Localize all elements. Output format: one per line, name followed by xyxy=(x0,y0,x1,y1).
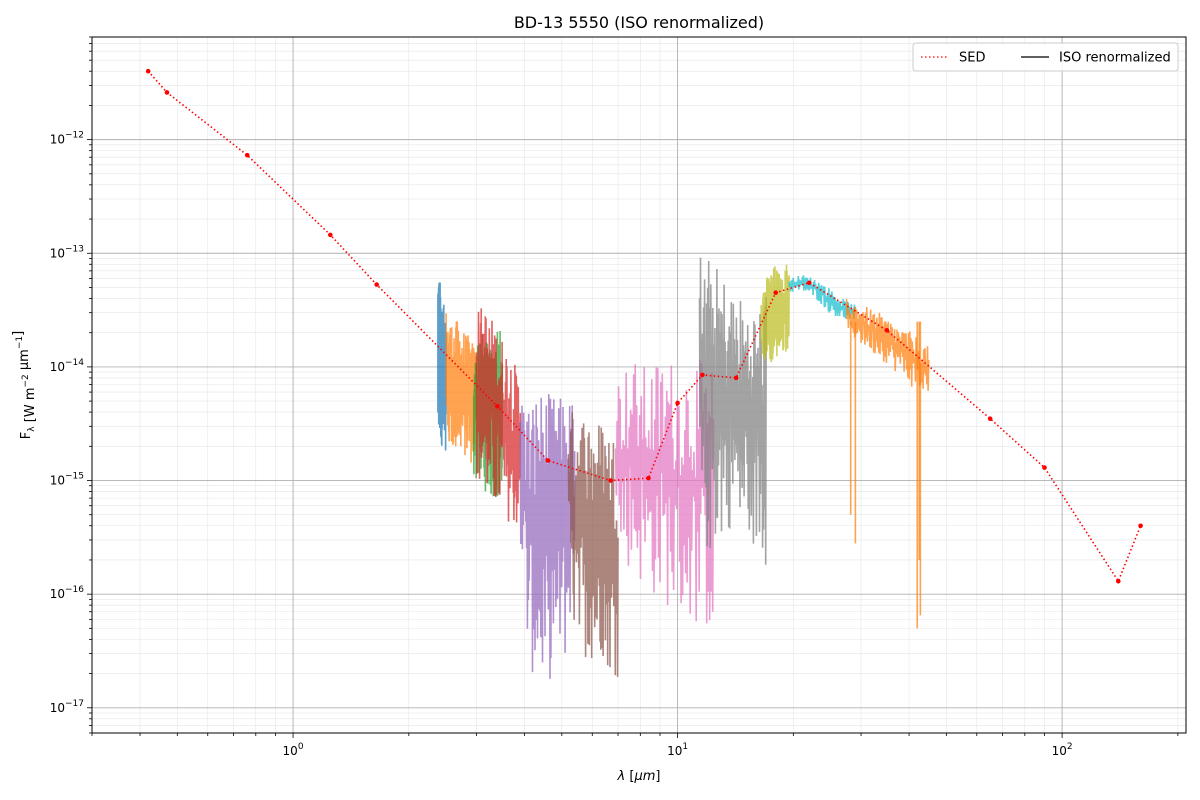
iso-spectrum-segment xyxy=(475,308,522,523)
x-tick-label: 101 xyxy=(667,742,688,758)
sed-point xyxy=(328,232,333,238)
axis-ticks: 100 101 102 10−17 10−16 10−15 10−14 10−13 10−12 xyxy=(50,36,1179,758)
iso-spectrum-segment xyxy=(445,313,478,463)
major-grid xyxy=(92,37,1186,733)
x-tick-label: 102 xyxy=(1052,742,1073,758)
iso-spectrum-segment xyxy=(760,264,790,363)
iso-spectrum-segment xyxy=(437,282,447,451)
sed-point xyxy=(700,372,705,378)
y-tick-label: 10−16 xyxy=(50,585,85,601)
sed-point xyxy=(1042,465,1047,470)
sed-point xyxy=(145,68,151,74)
y-tick-label: 10−15 xyxy=(50,472,84,488)
iso-spectrum-segment xyxy=(788,275,857,319)
sed-point xyxy=(1138,523,1143,529)
sed-point xyxy=(675,400,680,406)
sed-point xyxy=(545,458,551,463)
sed-point xyxy=(773,290,779,295)
iso-spectrum-segment xyxy=(614,359,715,624)
legend-label: ISO renormalized xyxy=(1059,51,1171,66)
sed-point xyxy=(646,475,651,481)
x-tick-label: 100 xyxy=(283,742,304,758)
sed-point xyxy=(806,280,812,286)
sed-point xyxy=(244,152,250,158)
sed-point xyxy=(987,416,993,421)
iso-spectrum-segment xyxy=(519,394,576,679)
legend: SED ISO renormalized xyxy=(912,42,1179,72)
sed-point xyxy=(374,282,379,287)
iso-spectrum-segment xyxy=(845,298,930,391)
iso-spectra xyxy=(437,257,930,679)
sed-point xyxy=(884,327,890,333)
sed-point xyxy=(608,478,614,483)
y-tick-label: 10−17 xyxy=(50,699,84,715)
minor-grid xyxy=(91,36,1186,734)
iso-spectrum-segment xyxy=(698,257,768,565)
sed-point xyxy=(733,375,739,381)
y-axis-label-text: Fλ [W m−2 μm−1] xyxy=(11,331,38,439)
sed-point xyxy=(495,403,500,409)
y-axis-label: Fλ [W m−2 μm−1] xyxy=(11,331,38,439)
y-tick-label: 10−12 xyxy=(50,131,84,147)
x-axis-label: λ [μm] xyxy=(617,769,661,784)
y-tick-label: 10−13 xyxy=(50,244,84,260)
sed-point xyxy=(1115,578,1121,584)
iso-spectrum-segment xyxy=(567,412,619,677)
chart-title: BD-13 5550 (ISO renormalized) xyxy=(514,13,764,32)
plot-frame xyxy=(91,36,1187,734)
y-tick-label: 10−14 xyxy=(50,358,85,374)
x-axis-label-text: λ [μm] xyxy=(617,769,661,784)
sed-point xyxy=(164,90,170,95)
legend-label: SED xyxy=(959,51,985,66)
sed-series xyxy=(145,68,1143,584)
